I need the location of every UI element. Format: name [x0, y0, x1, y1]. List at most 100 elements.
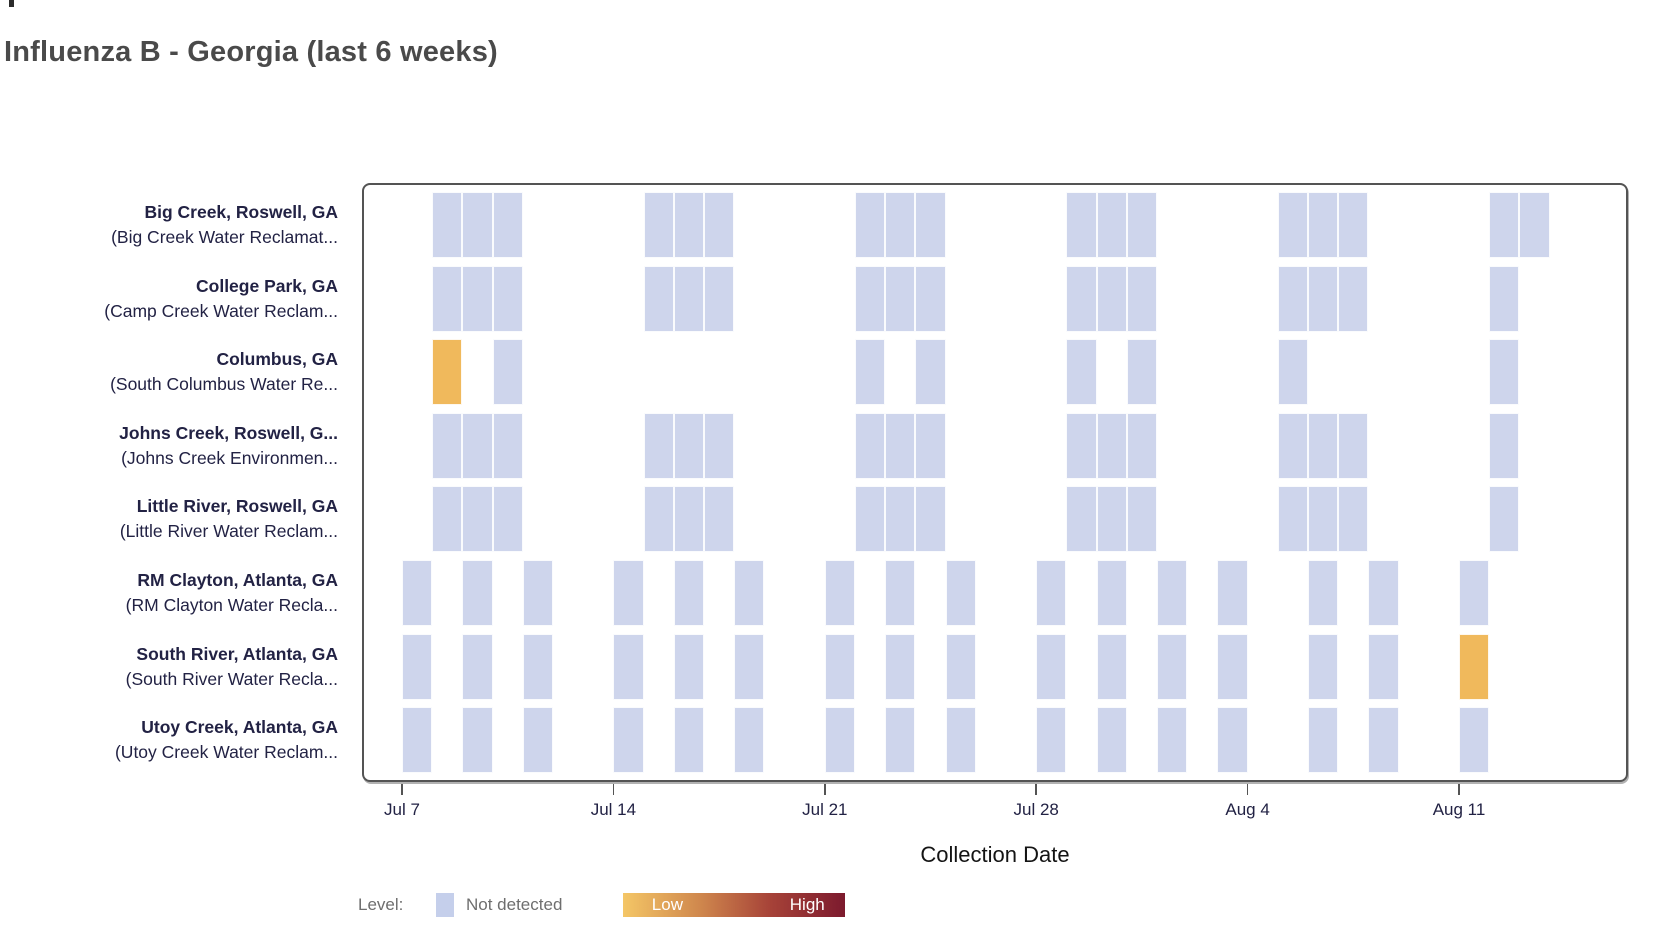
heatmap-cell[interactable]	[1126, 412, 1157, 479]
heatmap-cell[interactable]	[1519, 192, 1550, 258]
heatmap-cell[interactable]	[885, 265, 916, 332]
heatmap-cell[interactable]	[1217, 560, 1248, 626]
heatmap-cell[interactable]	[704, 192, 735, 258]
heatmap-cell[interactable]	[673, 560, 704, 626]
heatmap-cell[interactable]	[673, 707, 704, 774]
heatmap-cell[interactable]	[1066, 265, 1097, 332]
heatmap-cell[interactable]	[824, 707, 855, 774]
heatmap-cell[interactable]	[462, 265, 493, 332]
heatmap-cell[interactable]	[643, 192, 674, 258]
heatmap-cell[interactable]	[1066, 339, 1097, 406]
heatmap-cell[interactable]	[1368, 707, 1399, 774]
heatmap-cell[interactable]	[492, 412, 523, 479]
heatmap-cell[interactable]	[432, 265, 463, 332]
heatmap-cell[interactable]	[945, 707, 976, 774]
heatmap-cell[interactable]	[1066, 192, 1097, 258]
heatmap-cell[interactable]	[945, 633, 976, 700]
heatmap-cell[interactable]	[734, 560, 765, 626]
heatmap-cell[interactable]	[1096, 486, 1127, 553]
heatmap-cell[interactable]	[643, 265, 674, 332]
heatmap-cell[interactable]	[673, 633, 704, 700]
heatmap-cell[interactable]	[1277, 339, 1308, 406]
heatmap-cell[interactable]	[492, 192, 523, 258]
heatmap-cell[interactable]	[492, 265, 523, 332]
heatmap-cell[interactable]	[824, 633, 855, 700]
heatmap-cell[interactable]	[522, 707, 553, 774]
heatmap-cell[interactable]	[824, 560, 855, 626]
heatmap-cell[interactable]	[1036, 707, 1067, 774]
heatmap-cell[interactable]	[1126, 486, 1157, 553]
heatmap-cell[interactable]	[1459, 560, 1490, 626]
heatmap-cell[interactable]	[855, 339, 886, 406]
heatmap-cell[interactable]	[673, 192, 704, 258]
heatmap-cell[interactable]	[855, 486, 886, 553]
heatmap-cell[interactable]	[1217, 707, 1248, 774]
heatmap-cell[interactable]	[1308, 192, 1339, 258]
heatmap-cell[interactable]	[1489, 486, 1520, 553]
heatmap-cell[interactable]	[1096, 560, 1127, 626]
heatmap-cell[interactable]	[1489, 265, 1520, 332]
heatmap-cell[interactable]	[402, 560, 433, 626]
heatmap-cell[interactable]	[1036, 560, 1067, 626]
heatmap-cell[interactable]	[1308, 560, 1339, 626]
heatmap-cell[interactable]	[1489, 412, 1520, 479]
heatmap-cell[interactable]	[673, 486, 704, 553]
heatmap-cell[interactable]	[1338, 486, 1369, 553]
heatmap-cell[interactable]	[462, 633, 493, 700]
heatmap-cell[interactable]	[915, 339, 946, 406]
heatmap-cell[interactable]	[1126, 192, 1157, 258]
heatmap-cell[interactable]	[1277, 192, 1308, 258]
heatmap-cell[interactable]	[915, 486, 946, 553]
heatmap-cell[interactable]	[462, 192, 493, 258]
heatmap-cell[interactable]	[1277, 412, 1308, 479]
heatmap-cell[interactable]	[704, 265, 735, 332]
heatmap-cell[interactable]	[885, 560, 916, 626]
heatmap-cell[interactable]	[522, 633, 553, 700]
heatmap-cell[interactable]	[1308, 707, 1339, 774]
heatmap-cell[interactable]	[704, 412, 735, 479]
heatmap-cell[interactable]	[1459, 633, 1490, 700]
heatmap-cell[interactable]	[1308, 633, 1339, 700]
heatmap-cell[interactable]	[1338, 192, 1369, 258]
heatmap-cell[interactable]	[462, 412, 493, 479]
heatmap-cell[interactable]	[1459, 707, 1490, 774]
heatmap-cell[interactable]	[1096, 707, 1127, 774]
heatmap-cell[interactable]	[1489, 339, 1520, 406]
heatmap-cell[interactable]	[885, 486, 916, 553]
heatmap-cell[interactable]	[1036, 633, 1067, 700]
heatmap-cell[interactable]	[734, 633, 765, 700]
heatmap-cell[interactable]	[613, 633, 644, 700]
heatmap-cell[interactable]	[1096, 265, 1127, 332]
heatmap-cell[interactable]	[1368, 560, 1399, 626]
heatmap-cell[interactable]	[885, 633, 916, 700]
heatmap-cell[interactable]	[432, 412, 463, 479]
heatmap-cell[interactable]	[704, 486, 735, 553]
heatmap-cell[interactable]	[855, 412, 886, 479]
heatmap-cell[interactable]	[492, 486, 523, 553]
heatmap-cell[interactable]	[885, 707, 916, 774]
heatmap-cell[interactable]	[492, 339, 523, 406]
heatmap-cell[interactable]	[1217, 633, 1248, 700]
heatmap-cell[interactable]	[915, 265, 946, 332]
heatmap-cell[interactable]	[432, 339, 463, 406]
heatmap-cell[interactable]	[1308, 265, 1339, 332]
heatmap-cell[interactable]	[643, 486, 674, 553]
heatmap-cell[interactable]	[402, 707, 433, 774]
heatmap-cell[interactable]	[734, 707, 765, 774]
heatmap-cell[interactable]	[1368, 633, 1399, 700]
heatmap-cell[interactable]	[432, 486, 463, 553]
heatmap-cell[interactable]	[1157, 560, 1188, 626]
heatmap-cell[interactable]	[1489, 192, 1520, 258]
heatmap-cell[interactable]	[1338, 412, 1369, 479]
heatmap-cell[interactable]	[855, 265, 886, 332]
heatmap-cell[interactable]	[915, 192, 946, 258]
heatmap-cell[interactable]	[1157, 633, 1188, 700]
heatmap-cell[interactable]	[1066, 486, 1097, 553]
heatmap-cell[interactable]	[945, 560, 976, 626]
heatmap-cell[interactable]	[855, 192, 886, 258]
heatmap-cell[interactable]	[1096, 633, 1127, 700]
heatmap-cell[interactable]	[402, 633, 433, 700]
heatmap-cell[interactable]	[673, 265, 704, 332]
heatmap-cell[interactable]	[1308, 486, 1339, 553]
heatmap-cell[interactable]	[915, 412, 946, 479]
